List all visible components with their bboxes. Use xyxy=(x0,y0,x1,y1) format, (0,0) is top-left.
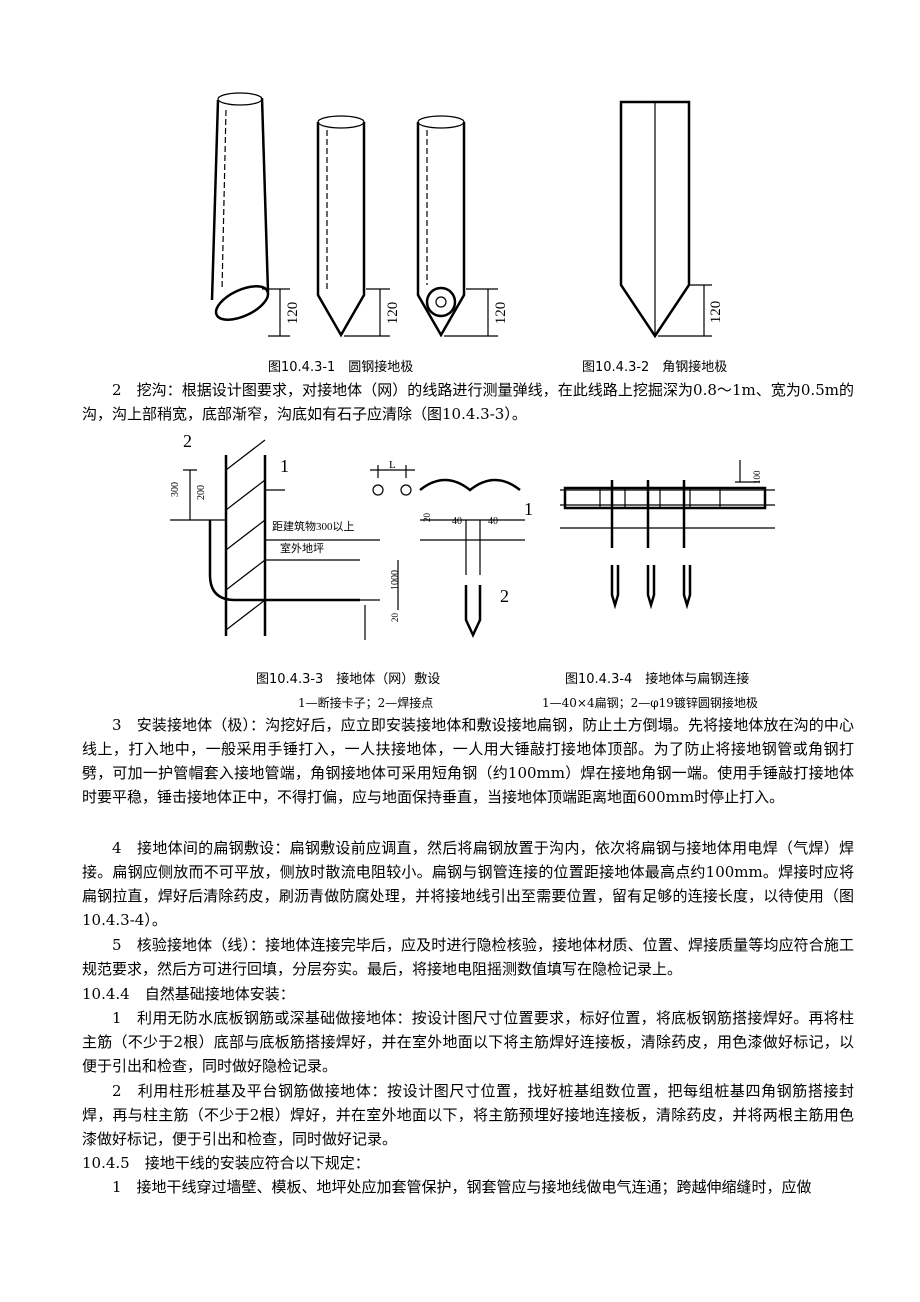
drawing-label: L xyxy=(389,459,396,471)
figure-legend: 1—断接卡子；2—焊接点 xyxy=(298,696,434,710)
drawing-stroke xyxy=(417,115,465,129)
paragraph: 1 接地干线穿过墙壁、模板、地坪处应加套管保护，钢套管应与接地线做电气连通；跨越… xyxy=(112,1178,812,1196)
drawing-stroke xyxy=(419,478,521,492)
drawing-stroke xyxy=(316,122,366,338)
drawing-label: 120 xyxy=(493,302,509,325)
drawing-label: 40 xyxy=(452,516,462,527)
drawing-stroke xyxy=(610,565,692,610)
figure-flat-steel-connection: 100 xyxy=(560,460,775,610)
drawing-stroke xyxy=(370,465,415,478)
drawing-stroke xyxy=(465,520,481,575)
drawing-stroke xyxy=(563,486,767,510)
drawing-stroke xyxy=(170,519,380,561)
drawing-stroke xyxy=(400,484,412,496)
drawing-stroke xyxy=(619,100,691,339)
drawing-stroke xyxy=(735,460,760,483)
drawing-stroke xyxy=(183,469,197,520)
drawing-stroke xyxy=(610,480,686,548)
drawing-stroke xyxy=(464,585,482,638)
drawing-stroke xyxy=(372,484,384,496)
drawing-stroke xyxy=(560,489,775,506)
figure-grounding-network: 2 300 200 1 L 距建筑物300以上 室外地坪 1000 20 20 … xyxy=(170,431,533,640)
drawing-stroke xyxy=(435,296,447,308)
paragraph: 2 利用柱形桩基及平台钢筋做接地体：按设计图尺寸位置，找好桩基组数位置，把每组桩… xyxy=(82,1082,854,1148)
drawing-stroke xyxy=(221,109,227,291)
drawing-stroke xyxy=(420,519,525,541)
drawing-stroke xyxy=(425,286,457,318)
drawing-label: 2 xyxy=(183,431,192,451)
section-heading: 10.4.5 接地干线的安装应符合以下规定： xyxy=(82,1154,370,1172)
drawing-label: 1000 xyxy=(390,570,401,590)
drawing-stroke xyxy=(217,92,263,106)
paragraph: 4 接地体间的扁钢敷设：扁钢敷设前应调直，然后将扁钢放置于沟内，依次将扁钢与接地… xyxy=(82,839,854,929)
figure-caption: 图10.4.3-3 接地体（网）敷设 xyxy=(256,672,441,687)
paragraph: 5 核验接地体（线）：接地体连接完毕后，应及时进行隐检核验，接地体材质、位置、焊… xyxy=(82,936,854,978)
drawing-stroke xyxy=(210,97,270,301)
drawing-stroke xyxy=(444,288,498,337)
figures: 120 120 120 120 2 300 200 1 L 距建筑物300以上 … xyxy=(170,92,775,640)
drawing-label: 1 xyxy=(280,456,289,476)
figure-caption: 图10.4.3-2 角钢接地极 xyxy=(582,360,728,375)
drawing-label: 20 xyxy=(422,513,432,523)
drawing-label: 2 xyxy=(500,586,509,606)
drawing-label: 200 xyxy=(196,485,207,500)
drawing-label: 120 xyxy=(708,301,724,324)
figure-angle-steel: 120 xyxy=(619,100,724,339)
drawing-stroke xyxy=(344,288,390,337)
drawing-stroke xyxy=(416,122,466,338)
drawing-label: 120 xyxy=(285,302,301,325)
drawing-stroke xyxy=(224,455,267,636)
drawing-label: 室外地坪 xyxy=(280,541,324,555)
drawing-stroke xyxy=(658,284,712,337)
drawing-label: 300 xyxy=(170,482,181,497)
drawing-stroke xyxy=(225,439,266,631)
paragraph: 3 安装接地体（极）：沟挖好后，应立即安装接地体和敷设接地扁钢，防止土方倒塌。先… xyxy=(82,716,854,806)
drawing-label: 40 xyxy=(488,516,498,527)
drawing-label: 距建筑物300以上 xyxy=(272,519,355,533)
drawing-label: 20 xyxy=(390,613,400,623)
drawing-stroke xyxy=(214,285,270,321)
drawing-stroke xyxy=(599,488,721,508)
figure-caption: 图10.4.3-4 接地体与扁钢连接 xyxy=(565,672,750,687)
drawing-stroke xyxy=(317,115,365,129)
drawing-label: 100 xyxy=(752,470,762,484)
figure-round-steel: 120 120 120 xyxy=(210,92,509,338)
figure-legend: 1—40×4扁钢；2—φ19镀锌圆钢接地极 xyxy=(542,696,758,710)
paragraph: 2 挖沟：根据设计图要求，对接地体（网）的线路进行测量弹线，在此线路上挖掘深为0… xyxy=(82,381,854,423)
drawing-stroke xyxy=(208,520,360,602)
drawing-label: 1 xyxy=(524,499,533,519)
paragraph: 1 利用无防水底板钢筋或深基础做接地体：按设计图尺寸位置要求，标好位置，将底板钢… xyxy=(82,1009,854,1075)
drawing-stroke xyxy=(262,288,290,337)
figure-caption: 图10.4.3-1 圆钢接地极 xyxy=(268,360,414,375)
section-heading: 10.4.4 自然基础接地体安装： xyxy=(82,985,295,1003)
drawing-label: 120 xyxy=(385,302,401,325)
drawing-stroke xyxy=(355,599,380,640)
